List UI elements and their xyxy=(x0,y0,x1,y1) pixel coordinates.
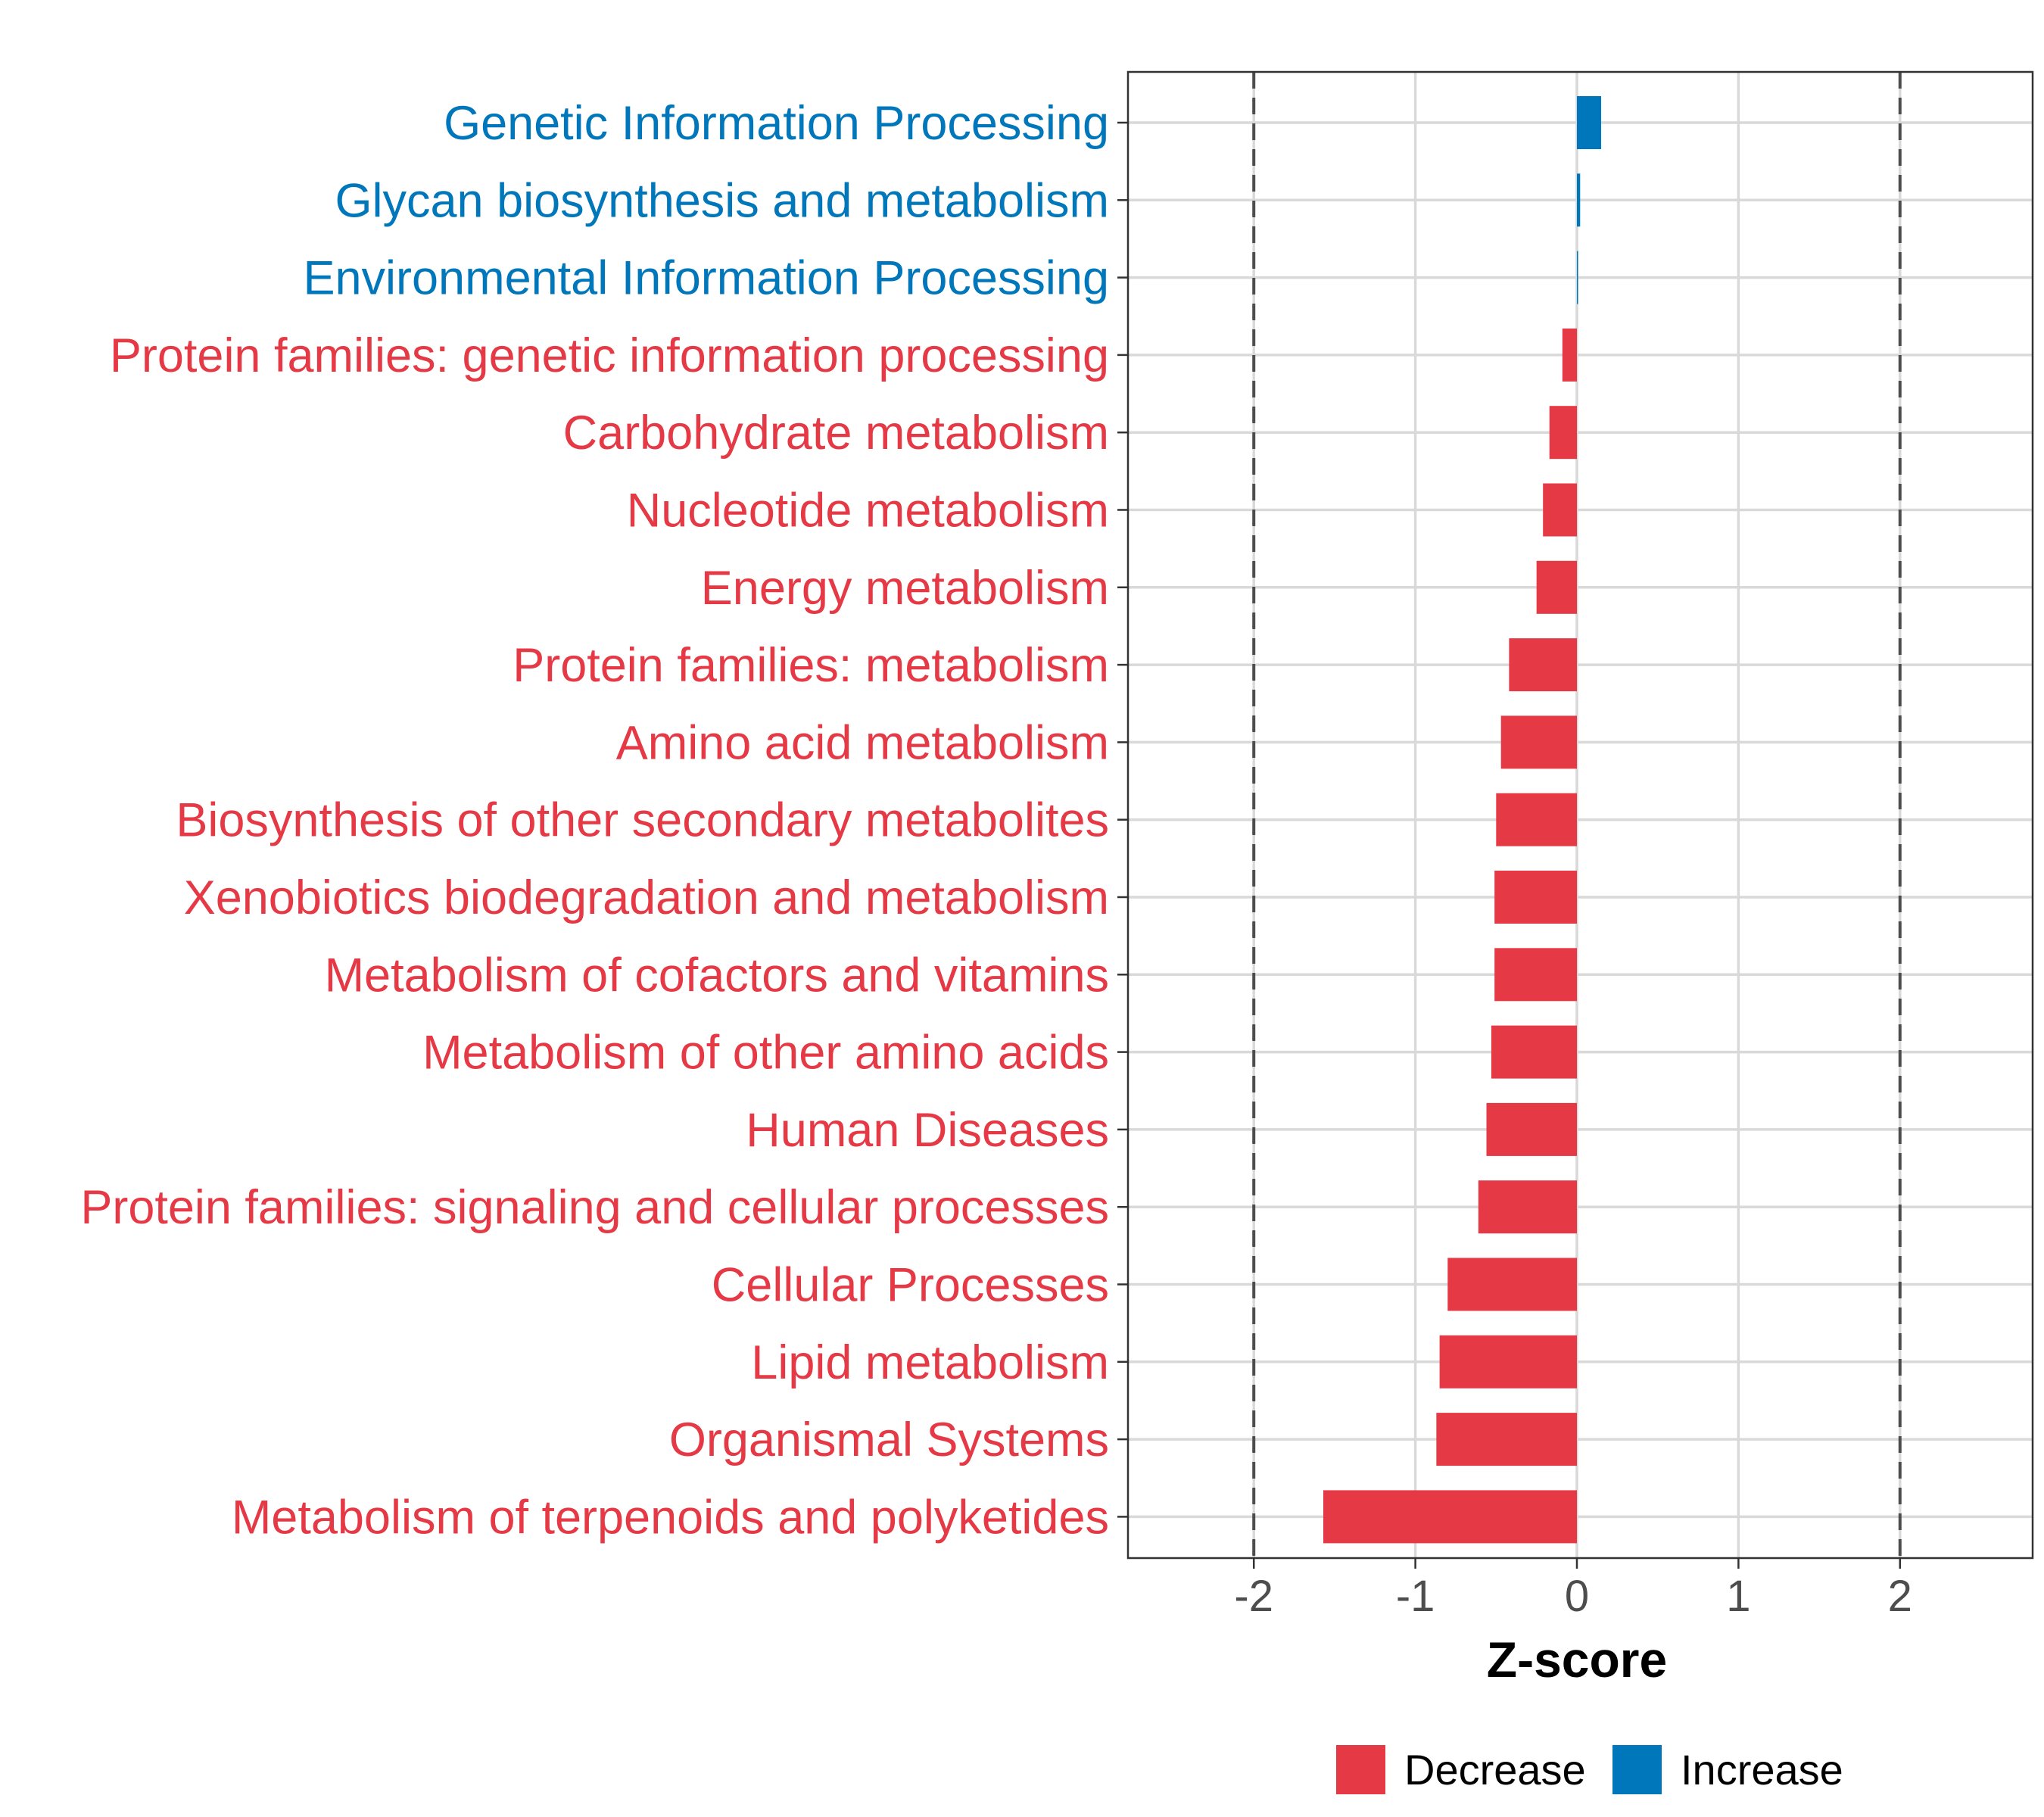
category-label: Protein families: genetic information pr… xyxy=(110,329,1109,382)
category-label: Protein families: signaling and cellular… xyxy=(80,1181,1109,1234)
category-label: Genetic Information Processing xyxy=(444,97,1109,150)
legend-swatch xyxy=(1612,1745,1662,1794)
x-tick-label: -1 xyxy=(1396,1572,1435,1621)
category-label: Amino acid metabolism xyxy=(616,716,1109,769)
x-axis-ticks: -2 -1 0 1 2 xyxy=(1234,1558,1912,1621)
x-axis-title: Z-score xyxy=(1487,1632,1667,1688)
category-label: Glycan biosynthesis and metabolism xyxy=(335,174,1110,227)
bar xyxy=(1577,96,1602,149)
legend: Decrease Increase xyxy=(1336,1745,1843,1794)
category-label: Nucleotide metabolism xyxy=(627,485,1109,538)
bar xyxy=(1562,328,1577,382)
category-label: Human Diseases xyxy=(746,1104,1109,1157)
bar xyxy=(1447,1258,1577,1311)
reference-lines xyxy=(1252,72,1902,1558)
legend-label: Increase xyxy=(1681,1746,1843,1794)
grid-layer xyxy=(1128,72,2033,1558)
bar xyxy=(1494,871,1577,924)
x-tick-label: -2 xyxy=(1234,1572,1273,1621)
bar xyxy=(1478,1180,1577,1234)
x-tick-label: 1 xyxy=(1726,1572,1750,1621)
category-label: Environmental Information Processing xyxy=(303,252,1109,305)
category-label: Energy metabolism xyxy=(701,562,1109,615)
category-label: Carbohydrate metabolism xyxy=(563,407,1109,460)
x-tick-label: 0 xyxy=(1565,1572,1589,1621)
category-label: Lipid metabolism xyxy=(751,1336,1109,1389)
legend-swatch xyxy=(1336,1745,1385,1794)
bar xyxy=(1494,948,1577,1002)
bar xyxy=(1577,173,1581,227)
bar xyxy=(1549,406,1577,460)
category-labels: Genetic Information Processing Glycan bio… xyxy=(80,97,1128,1544)
category-label: Cellular Processes xyxy=(712,1259,1109,1312)
category-label: Metabolism of terpenoids and polyketides xyxy=(232,1491,1109,1544)
bar xyxy=(1536,560,1577,614)
category-label: Xenobiotics biodegradation and metabolis… xyxy=(184,871,1109,924)
panel-border xyxy=(1126,70,2034,1560)
bar xyxy=(1486,1102,1577,1156)
bar xyxy=(1509,638,1577,692)
category-label: Metabolism of other amino acids xyxy=(422,1027,1109,1080)
bar xyxy=(1491,1025,1577,1079)
legend-label: Decrease xyxy=(1404,1746,1586,1794)
category-label: Metabolism of cofactors and vitamins xyxy=(325,949,1109,1002)
bar xyxy=(1500,715,1577,769)
bar-layer xyxy=(1323,96,1602,1544)
bar xyxy=(1577,251,1578,304)
category-label: Protein families: metabolism xyxy=(513,639,1109,692)
bar xyxy=(1496,793,1577,846)
category-label: Biosynthesis of other secondary metaboli… xyxy=(176,794,1109,847)
bar xyxy=(1436,1413,1577,1466)
bar xyxy=(1543,483,1577,537)
x-tick-label: 2 xyxy=(1888,1572,1912,1621)
bar xyxy=(1439,1335,1577,1388)
category-label: Organismal Systems xyxy=(669,1413,1109,1466)
bar xyxy=(1323,1490,1577,1544)
